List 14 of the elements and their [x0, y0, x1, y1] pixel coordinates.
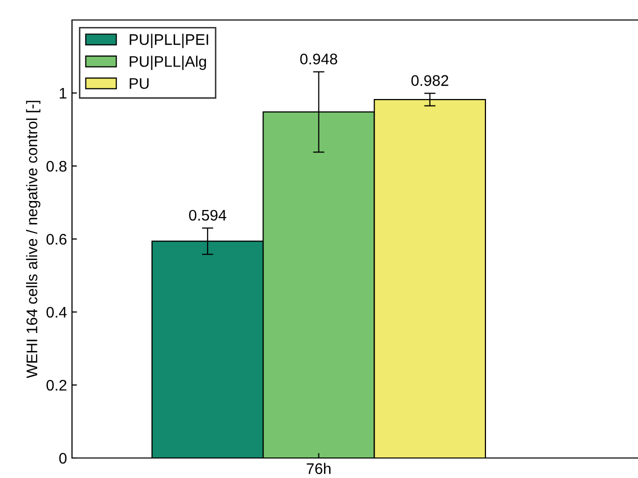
- y-tick-label: 0.2: [46, 380, 66, 391]
- legend-label: PU: [130, 78, 149, 89]
- data-label: 0.982: [411, 75, 448, 86]
- y-tick-label: 0.6: [46, 234, 66, 245]
- legend-label: PU|PLL|Alg: [130, 56, 206, 70]
- y-tick-label: 0.4: [46, 306, 67, 318]
- y-tick-label: 1: [60, 88, 66, 99]
- data-label: 0.594: [189, 210, 226, 221]
- y-tick-label: 0.8: [46, 160, 66, 172]
- y-axis-title: WEHI 164 cells alive / negative control [-]: [26, 100, 40, 378]
- x-tick-label: 76h: [306, 462, 330, 474]
- legend-label: PU|PLL|PEI: [130, 34, 208, 48]
- y-tick-label: 0: [59, 452, 67, 464]
- data-label: 0.948: [300, 54, 338, 64]
